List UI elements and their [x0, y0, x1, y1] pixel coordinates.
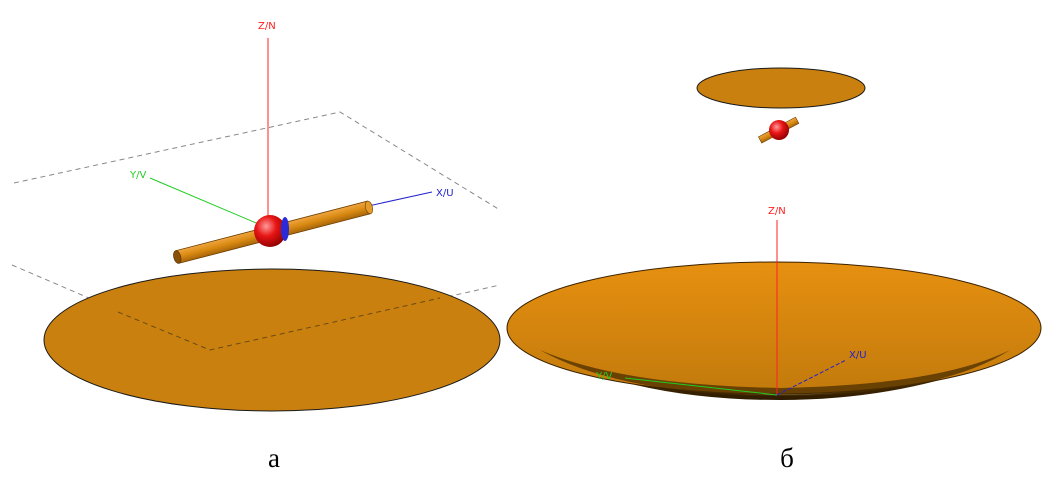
feed-sphere-a	[254, 215, 286, 247]
x-axis-label-a: X/U	[436, 188, 454, 199]
reflector-bowl-underside	[560, 360, 1000, 400]
z-axis-label-b: Z/N	[768, 206, 786, 217]
z-axis-label-a: Z/N	[258, 21, 276, 32]
y-axis-b	[624, 377, 778, 396]
x-axis-label-b: X/U	[849, 350, 867, 361]
panel-a: Z/N Y/V X/U а	[11, 21, 501, 473]
y-axis-label-b: Y/V	[595, 371, 612, 382]
x-axis-b	[776, 359, 847, 396]
panel-b: Z/N Y/V X/U б	[506, 67, 1042, 473]
reflector-disc-b-small	[696, 67, 866, 109]
feed-ring-a	[281, 217, 289, 241]
ground-plane-over-disc	[117, 297, 441, 351]
reflector-disc-a	[43, 268, 501, 412]
y-axis-a	[149, 177, 269, 229]
caption-b: б	[780, 443, 794, 473]
feed-sphere-b	[769, 120, 789, 140]
caption-a: а	[268, 443, 280, 473]
ground-plane-outline	[13, 111, 501, 211]
reflector-bowl-b	[506, 261, 1042, 395]
y-axis-label-a: Y/V	[129, 170, 146, 181]
reflector-bowl-shadow	[540, 350, 1010, 396]
